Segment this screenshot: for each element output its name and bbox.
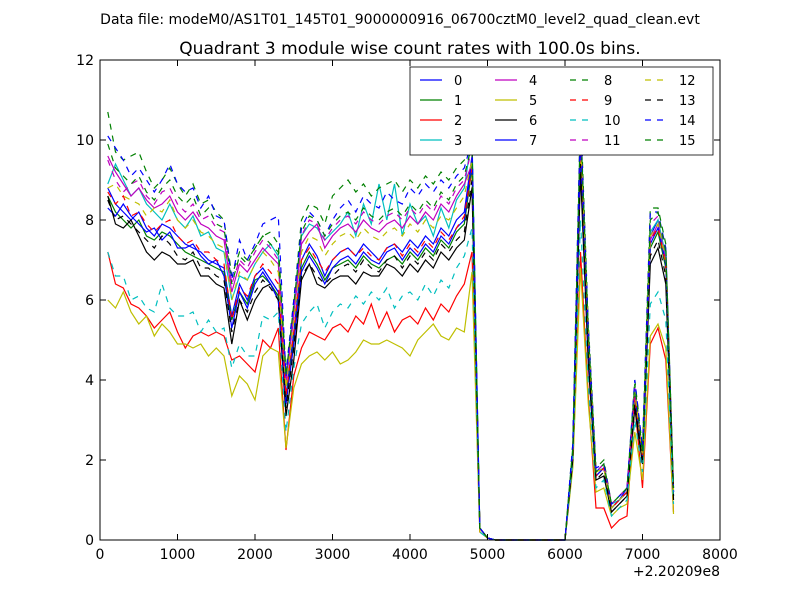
series-group	[107, 107, 675, 541]
y-tick-label: 0	[85, 533, 94, 549]
legend-label-0: 0	[454, 74, 462, 89]
series-line-10	[107, 219, 675, 541]
chart-title: Quadrant 3 module wise count rates with …	[179, 39, 640, 59]
legend-label-6: 6	[529, 114, 537, 129]
x-tick-label: 3000	[315, 547, 351, 563]
x-tick-label: 7000	[625, 547, 661, 563]
y-tick-label: 2	[85, 453, 94, 469]
legend-label-15: 15	[679, 134, 696, 149]
legend-label-11: 11	[604, 134, 621, 149]
x-offset-label: +2.20209e8	[633, 564, 720, 580]
series-line-13	[107, 163, 675, 541]
y-tick-label: 8	[85, 213, 94, 229]
legend-label-4: 4	[529, 74, 537, 89]
series-line-11	[107, 127, 675, 541]
series-line-2	[107, 251, 675, 541]
legend-label-8: 8	[604, 74, 612, 89]
series-line-8	[107, 107, 675, 541]
legend-label-12: 12	[679, 74, 696, 89]
legend-label-1: 1	[454, 94, 462, 109]
legend-label-13: 13	[679, 94, 696, 109]
legend-label-14: 14	[679, 114, 696, 129]
legend-label-9: 9	[604, 94, 612, 109]
x-tick-label: 4000	[392, 547, 428, 563]
x-tick-label: 0	[96, 547, 105, 563]
series-line-14	[107, 115, 675, 541]
y-tick-label: 12	[76, 53, 94, 69]
series-line-5	[107, 267, 675, 541]
x-tick-label: 5000	[470, 547, 506, 563]
x-tick-label: 6000	[547, 547, 583, 563]
ticks-group: 0 1000 2000 3000 4000 5000 6000 7000 80000246810…	[76, 53, 738, 563]
y-tick-label: 4	[85, 373, 94, 389]
chart-suptitle: Data file: modeM0/AS1T01_145T01_90000009…	[100, 12, 700, 28]
legend-label-2: 2	[454, 114, 462, 129]
y-tick-label: 6	[85, 293, 94, 309]
y-tick-label: 10	[76, 133, 94, 149]
series-line-12	[107, 139, 675, 541]
legend-label-5: 5	[529, 94, 537, 109]
legend-label-10: 10	[604, 114, 621, 129]
legend-label-7: 7	[529, 134, 537, 149]
x-tick-label: 2000	[237, 547, 273, 563]
series-line-15	[107, 119, 675, 541]
x-tick-label: 1000	[160, 547, 196, 563]
x-tick-label: 8000	[702, 547, 738, 563]
legend-label-3: 3	[454, 134, 462, 149]
